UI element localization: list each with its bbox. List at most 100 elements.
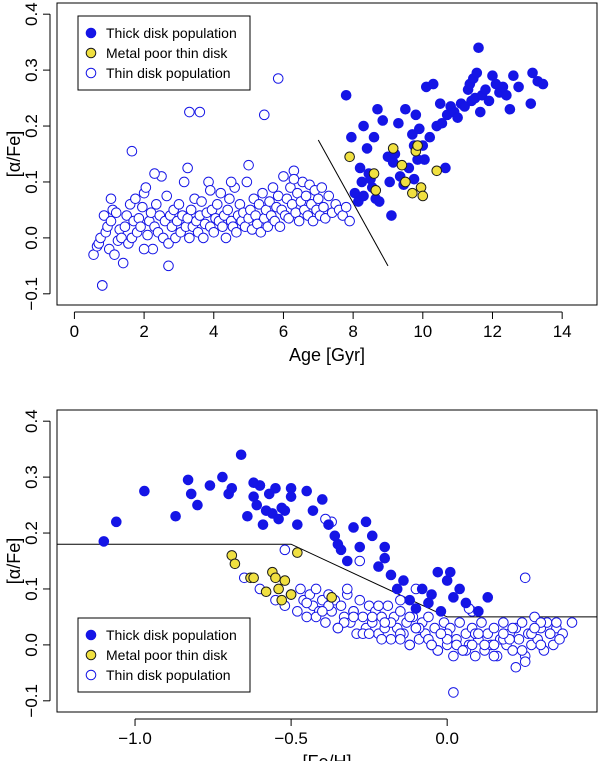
- legend: Thick disk population Metal poor thin dis…: [77, 15, 251, 91]
- data-point: [551, 617, 562, 628]
- data-point: [139, 485, 150, 497]
- data-point: [410, 109, 422, 121]
- legend-frame: [77, 15, 251, 91]
- y-tick-label: 0.2: [22, 521, 41, 545]
- data-point: [253, 199, 265, 210]
- legend-label: Thin disk population: [106, 65, 231, 81]
- data-point: [426, 589, 437, 600]
- data-point: [488, 622, 500, 634]
- data-point: [519, 572, 531, 584]
- data-point: [379, 541, 391, 553]
- data-point: [426, 639, 437, 651]
- data-point: [241, 176, 253, 188]
- data-point: [354, 162, 366, 174]
- data-point: [332, 538, 344, 550]
- data-point: [319, 213, 331, 224]
- data-point: [301, 485, 313, 497]
- data-point: [317, 606, 328, 617]
- series-thick-disk-population: [340, 42, 549, 221]
- data-point: [272, 190, 284, 202]
- data-point: [288, 173, 300, 185]
- x-tick-label: 6: [279, 322, 288, 341]
- data-point: [440, 162, 451, 174]
- y-tick-label: 0.2: [22, 114, 41, 138]
- data-point: [150, 199, 162, 210]
- data-point: [417, 190, 429, 202]
- data-point: [111, 516, 122, 528]
- data-point: [220, 232, 232, 244]
- data-point: [301, 597, 313, 609]
- data-point: [273, 513, 284, 525]
- data-point: [357, 611, 369, 623]
- data-point: [248, 477, 259, 489]
- chart-1: 0 2 4 6 8 10 12 14 Age [Gyr] −0.1 0.0 0.1 0.2 0.3 0.4 […: [4, 2, 598, 365]
- data-point: [217, 221, 228, 233]
- legend-label: Metal poor thin disk: [106, 647, 228, 663]
- data-point: [444, 566, 456, 578]
- data-point: [279, 544, 291, 556]
- data-point: [395, 594, 406, 606]
- data-point: [257, 187, 268, 199]
- data-point: [416, 583, 428, 595]
- data-point: [323, 519, 334, 530]
- data-point: [386, 210, 397, 221]
- data-point: [368, 131, 380, 143]
- data-point: [488, 650, 500, 662]
- data-point: [317, 494, 328, 505]
- data-point: [285, 589, 297, 600]
- data-point: [292, 519, 303, 530]
- data-point: [279, 505, 291, 516]
- data-point: [326, 592, 337, 603]
- data-point: [279, 575, 291, 586]
- data-point: [480, 84, 491, 95]
- data-point: [358, 120, 369, 132]
- data-point: [529, 622, 540, 634]
- data-point: [255, 226, 267, 238]
- legend-marker: [85, 27, 97, 39]
- data-point: [293, 215, 305, 227]
- data-point: [370, 185, 382, 196]
- plot-frame: [56, 409, 598, 713]
- data-point: [412, 140, 423, 151]
- data-point: [498, 628, 509, 640]
- data-point: [320, 617, 331, 628]
- chart-2: −1.0 −0.5 0.0 [Fe/H] −0.1 0.0 0.1 0.2 0.3 0.4 [α/F…: [4, 409, 598, 761]
- dividing-line: [57, 543, 597, 618]
- data-point: [283, 213, 294, 224]
- data-point: [182, 474, 194, 486]
- data-point: [504, 103, 516, 115]
- data-point: [473, 628, 484, 640]
- data-point: [117, 257, 129, 269]
- data-point: [307, 215, 319, 227]
- legend-label: Thick disk population: [106, 627, 237, 643]
- data-point: [361, 143, 373, 154]
- data-point: [373, 561, 384, 572]
- data-point: [264, 196, 275, 207]
- data-point: [423, 611, 434, 623]
- data-point: [379, 617, 391, 628]
- data-point: [270, 482, 281, 494]
- data-point: [448, 592, 459, 603]
- data-point: [460, 597, 472, 609]
- data-point: [396, 159, 408, 171]
- x-tick-label: 0.0: [435, 729, 459, 748]
- data-point: [354, 555, 366, 567]
- x-tick-label: 14: [553, 322, 572, 341]
- legend-marker: [85, 47, 97, 59]
- y-axis-label: [α/Fe]: [4, 538, 24, 584]
- data-point: [105, 193, 117, 205]
- data-point: [507, 622, 519, 634]
- data-point: [404, 611, 416, 623]
- series-metal-poor-thin-disk: [226, 547, 337, 606]
- data-point: [454, 617, 465, 628]
- data-point: [448, 687, 459, 698]
- data-point: [368, 168, 380, 179]
- data-point: [454, 583, 465, 595]
- data-point: [404, 639, 416, 651]
- data-point: [184, 106, 195, 118]
- data-point: [385, 633, 397, 645]
- data-point: [204, 185, 216, 196]
- data-point: [215, 187, 227, 199]
- data-point: [121, 210, 132, 221]
- data-point: [508, 70, 519, 82]
